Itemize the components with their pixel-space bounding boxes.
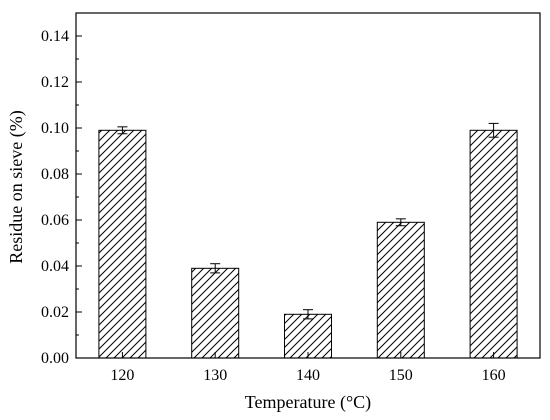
y-tick-label: 0.00 — [41, 350, 69, 367]
bar-150 — [376, 221, 425, 359]
y-tick-label: 0.14 — [41, 28, 69, 45]
bar-160 — [469, 129, 518, 359]
y-axis-title: Residue on sieve (%) — [6, 110, 27, 263]
bar-140 — [284, 313, 332, 359]
x-tick-label-130: 130 — [203, 367, 227, 384]
bar-130 — [191, 267, 240, 359]
y-axis-ticks: 0.00 0.02 0.04 0.06 0.08 0.10 0.12 0.14 — [41, 28, 82, 367]
y-tick-label: 0.06 — [41, 212, 69, 229]
y-tick-label: 0.08 — [41, 166, 69, 183]
x-tick-label-140: 140 — [296, 367, 320, 384]
x-tick-label-150: 150 — [389, 367, 413, 384]
y-tick-label: 0.12 — [41, 74, 69, 91]
plot-area — [98, 122, 518, 359]
y-tick-label: 0.10 — [41, 120, 69, 137]
y-tick-label: 0.04 — [41, 258, 69, 275]
x-axis-ticks: 120 130 140 150 160 — [110, 352, 506, 384]
plot-frame — [75, 12, 541, 359]
y-tick-label: 0.02 — [41, 304, 69, 321]
x-axis-title: Temperature (°C) — [245, 392, 371, 413]
bar-120 — [98, 129, 147, 359]
x-tick-label-160: 160 — [482, 367, 506, 384]
x-tick-label-120: 120 — [110, 367, 134, 384]
